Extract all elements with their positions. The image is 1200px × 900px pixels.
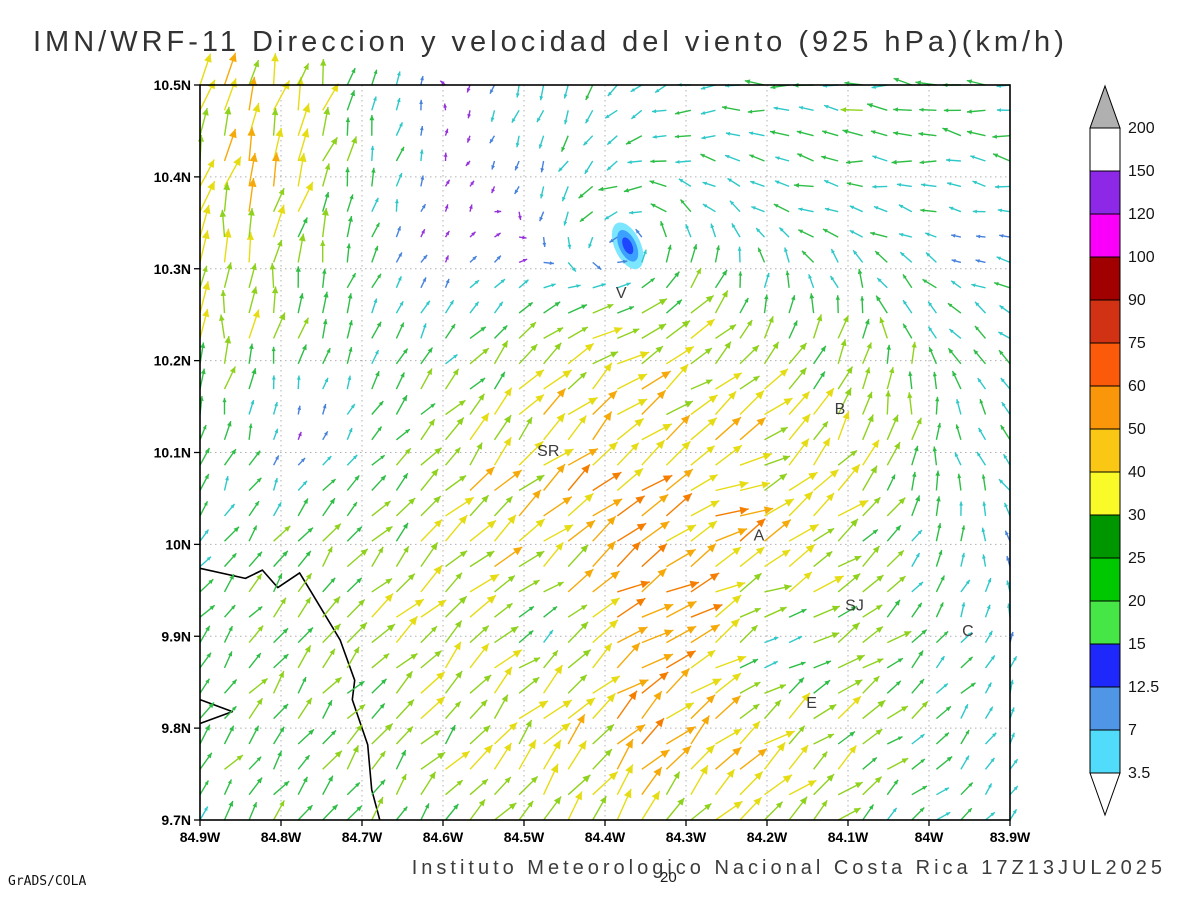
legend-label: 40 [1128, 464, 1146, 481]
legend-segment [1089, 686, 1121, 731]
legend-segment [1089, 213, 1121, 258]
wind-vectors [223, 52, 792, 796]
legend-segment [1089, 600, 1121, 645]
wind-vectors [567, 463, 766, 745]
legend-label: 12.5 [1128, 679, 1159, 696]
city-label: V [616, 285, 627, 302]
city-label: E [806, 695, 817, 712]
legend-label: 150 [1128, 163, 1155, 180]
grads-credit: GrADS/COLA [8, 874, 87, 889]
legend-segment [1089, 170, 1121, 215]
shaded-speed-feature [611, 222, 644, 270]
wind-vector-heads [204, 71, 1018, 817]
gridlines-layer [200, 85, 1010, 820]
plot-border [199, 84, 1011, 821]
x-tick-label: 84.5W [504, 829, 545, 845]
x-tick-label: 84.2W [747, 829, 788, 845]
legend-segment [1089, 729, 1121, 774]
y-tick-label: 10.4N [154, 169, 191, 185]
axes-layer: 84.9W 84.8W 84.7W 84.6W 84.5W 84.4W 84.3W 84.2W… [154, 77, 1031, 845]
coastline [199, 567, 381, 821]
city-label: C [962, 623, 974, 640]
x-tick-label: 84W [915, 829, 945, 845]
wind-vectors [199, 67, 1011, 821]
x-tick-label: 84.9W [180, 829, 221, 845]
wind-vectors [199, 71, 1019, 821]
legend-label: 30 [1128, 507, 1146, 524]
x-tick-label: 84.3W [666, 829, 707, 845]
y-tick-label: 9.8N [161, 720, 191, 736]
legend-label: 90 [1128, 292, 1146, 309]
legend-segment [1089, 471, 1121, 516]
legend-colorbar: 200 150 120 100 90 75 60 50 40 30 25 20 15 12.5 7 3.5 [1089, 84, 1159, 817]
wind-vectors-layer [197, 52, 1019, 821]
legend-label: 200 [1128, 120, 1155, 137]
legend-segment [1089, 342, 1121, 387]
wind-vectors [199, 58, 929, 821]
wind-vector-heads [228, 52, 791, 777]
city-label: SR [537, 443, 559, 460]
y-tick-label: 10.3N [154, 261, 191, 277]
city-label: A [754, 528, 765, 545]
legend-label: 25 [1128, 550, 1146, 567]
legend-segment [1089, 127, 1121, 172]
legend-label: 60 [1128, 378, 1146, 395]
city-labels-layer: V B SR A SJ C E [537, 285, 973, 712]
legend-label: 120 [1128, 206, 1155, 223]
legend-label: 75 [1128, 335, 1146, 352]
x-tick-label: 84.1W [828, 829, 869, 845]
legend-label: 20 [1128, 593, 1146, 610]
wind-vectors [272, 75, 1014, 643]
legend-label: 15 [1128, 636, 1146, 653]
wind-vector-heads [197, 59, 928, 814]
y-tick-label: 9.7N [161, 812, 191, 828]
y-tick-label: 10.5N [154, 77, 191, 93]
city-label: SJ [845, 598, 864, 615]
legend-label: 7 [1128, 722, 1137, 739]
legend-top-cap [1089, 84, 1121, 129]
x-tick-label: 84.4W [585, 829, 626, 845]
wind-vector-heads [199, 68, 1005, 813]
legend-segment [1089, 643, 1121, 688]
y-tick-label: 10N [165, 536, 191, 552]
wind-vectors [199, 53, 880, 821]
legend-segment [1089, 299, 1121, 344]
legend-label: 3.5 [1128, 765, 1150, 782]
legend-segment [1089, 557, 1121, 602]
x-tick-label: 83.9W [990, 829, 1031, 845]
legend-bottom-cap [1089, 772, 1121, 817]
wind-vector-heads [581, 464, 766, 728]
y-tick-label: 9.9N [161, 628, 191, 644]
city-label: B [835, 401, 846, 418]
legend-segment [1089, 256, 1121, 301]
legend-segment [1089, 385, 1121, 430]
legend-segment [1089, 514, 1121, 559]
legend-segment [1089, 428, 1121, 473]
x-tick-label: 84.8W [261, 829, 302, 845]
footer-caption: Instituto Meteorologico Nacional Costa R… [411, 857, 1166, 879]
footer-overlay-number: 20 [660, 869, 677, 886]
legend-label: 100 [1128, 249, 1155, 266]
x-tick-label: 84.7W [342, 829, 383, 845]
x-tick-label: 84.6W [423, 829, 464, 845]
y-tick-label: 10.1N [154, 445, 191, 461]
y-tick-label: 10.2N [154, 353, 191, 369]
chart-title: IMN/WRF-11 Direccion y velocidad del vie… [33, 26, 1068, 58]
wind-vector-heads [201, 53, 879, 810]
legend-label: 50 [1128, 421, 1146, 438]
wind-vector-heads [298, 80, 528, 437]
wind-vectors [297, 80, 528, 441]
